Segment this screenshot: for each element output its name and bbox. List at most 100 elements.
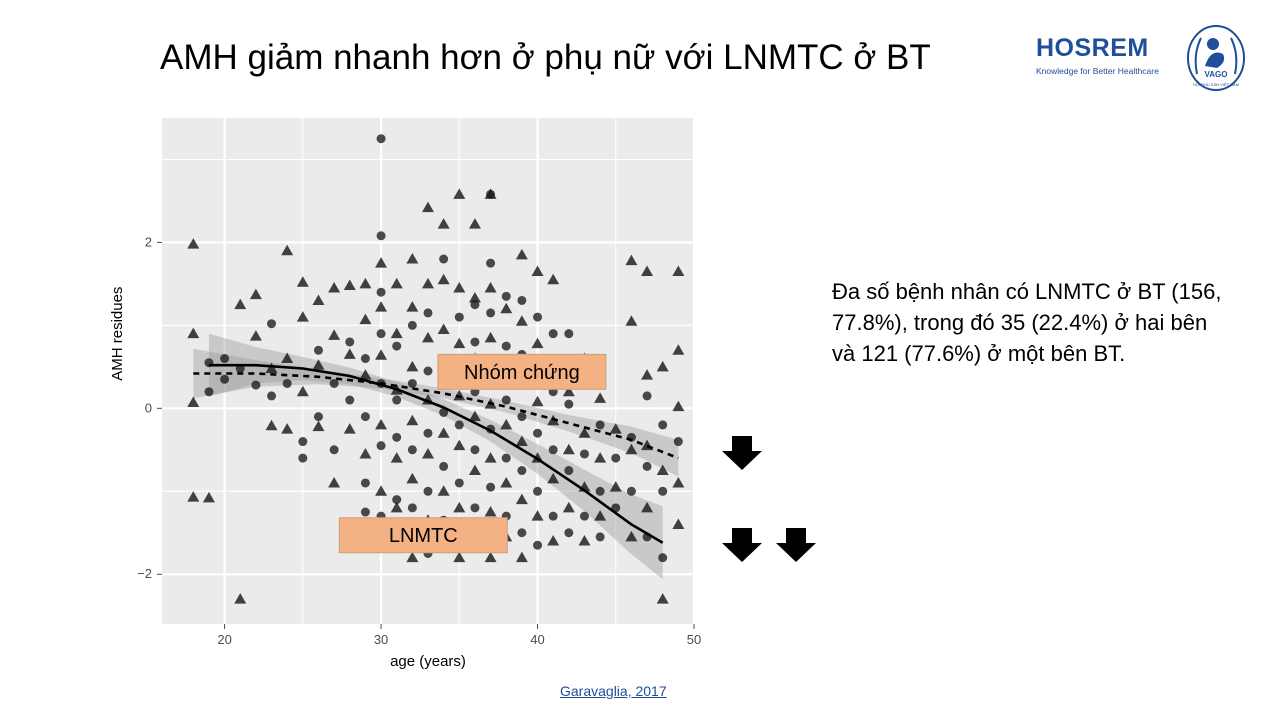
triangle-point [390,277,403,289]
down-arrow-icon [776,528,816,563]
triangle-point [281,244,294,256]
circle-point [423,366,433,376]
circle-point [501,395,511,405]
x-tick-label: 20 [217,632,231,647]
triangle-point [656,360,669,372]
circle-point [407,503,417,513]
triangle-point [641,369,654,380]
triangle-point [515,493,528,505]
citation-link[interactable]: Garavaglia, 2017 [560,683,667,699]
circle-point [423,486,433,496]
triangle-point [375,349,388,360]
triangle-point [656,464,669,476]
circle-point [392,495,402,505]
circle-point [376,231,386,241]
triangle-point [375,301,388,312]
circle-point [360,478,370,488]
circle-point [376,287,386,297]
triangle-point [656,593,669,604]
circle-point [658,553,668,563]
circle-point [486,189,496,199]
vago-logo-text: VAGO [1204,70,1228,79]
circle-point [392,341,402,351]
circle-point [267,319,277,329]
circle-point [595,420,605,430]
triangle-point [234,298,247,310]
laurel-emblem-icon [1187,25,1245,91]
triangle-point [249,330,262,341]
triangle-point [359,369,372,380]
triangle-point [296,311,309,322]
triangle-point [562,443,575,455]
triangle-point [312,420,325,432]
triangle-point [515,551,528,563]
triangle-point [625,315,638,326]
triangle-point [500,302,513,314]
triangle-point [422,201,434,213]
triangle-point [562,501,575,513]
triangle-point [422,447,434,459]
fit-lines [193,363,679,544]
circle-point [579,511,589,521]
circle-point [486,258,496,268]
triangle-point [202,491,215,503]
circle-point [439,461,449,471]
triangle-point [468,218,481,229]
triangle-point [500,418,513,430]
triangle-point [359,447,372,459]
circle-point [267,391,277,401]
triangle-point [375,418,388,430]
triangle-point [296,276,309,287]
circle-point [501,291,511,301]
triangle-point [453,282,466,293]
triangle-point [187,238,200,249]
circle-point [454,420,464,430]
triangle-point [468,464,481,476]
triangle-point [390,327,403,339]
confidence-ribbon [193,348,679,477]
triangle-point [328,282,341,293]
circle-point [345,337,355,347]
annotation-box [338,517,508,554]
circle-point [564,466,574,476]
triangle-point [281,352,294,364]
circle-point [533,428,543,438]
circle-point [407,378,417,388]
vago-logo-subtitle: HỘI PHỤ SẢN VIỆT NAM [1193,82,1239,87]
triangle-point [578,535,591,546]
circle-point [579,449,589,459]
circle-point [642,391,652,401]
triangle-point [531,395,544,407]
dashed-fit-line [193,372,679,460]
triangle-point [453,551,466,563]
triangle-point [249,288,262,300]
y-axis-title: AMH residues [109,287,126,381]
circle-point [376,134,386,144]
circle-point [626,486,636,496]
circle-point [220,374,230,384]
circle-point [470,300,480,310]
circle-point [392,395,402,405]
circle-point [642,461,652,471]
triangle-point [453,501,466,513]
triangle-point [625,530,638,542]
triangle-point [594,392,607,403]
triangle-point [594,452,607,463]
triangle-point [484,331,497,343]
circle-point [360,354,370,364]
triangle-point [437,323,450,335]
triangle-point [437,485,450,496]
annotation-box [437,353,607,390]
x-tick-label: 30 [374,632,388,647]
circle-point [533,540,543,550]
triangle-point [672,476,685,488]
triangle-point [312,294,325,305]
triangle-point [234,593,247,604]
circle-point [220,354,230,364]
circle-point [658,420,668,430]
circle-point [329,378,339,388]
triangle-point [547,472,560,484]
circle-point [251,380,261,390]
triangle-point [484,282,497,293]
circle-point [673,437,683,447]
